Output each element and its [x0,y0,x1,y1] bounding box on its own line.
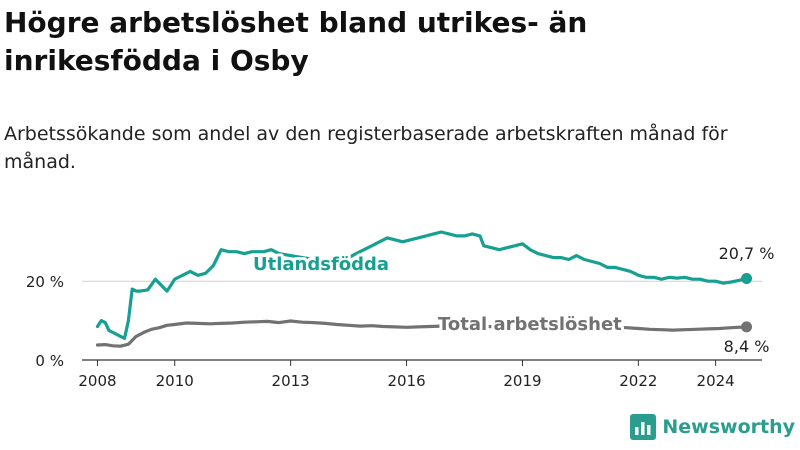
x-tick-label: 2016 [387,372,425,390]
series-label-utlandsfodda: Utlandsfödda [253,254,389,275]
brand-logo: Newsworthy [630,414,795,440]
y-tick-label: 0 % [35,352,64,370]
series-line-utlandsfodda [95,230,749,340]
x-tick-label: 2008 [78,372,116,390]
chart-subtitle: Arbetssökande som andel av den registerb… [4,123,728,173]
y-tick-label: 20 % [26,273,64,291]
end-value-label: 8,4 % [724,337,770,356]
end-value-label: 20,7 % [719,244,775,263]
x-tick-label: 2024 [697,372,735,390]
brand-name: Newsworthy [662,416,795,438]
x-tick-label: 2022 [619,372,657,390]
series-end-point [741,272,753,284]
x-tick-label: 2019 [503,372,541,390]
newsworthy-logo-icon [630,414,657,440]
x-tick-label: 2013 [272,372,310,390]
series-label-total: Total arbetslöshet [438,314,622,335]
x-tick-label: 2010 [156,372,194,390]
series-end-point [741,321,753,333]
series-line-total [95,319,749,348]
chart-title: Högre arbetslöshet bland utrikes- än inr… [4,6,588,77]
